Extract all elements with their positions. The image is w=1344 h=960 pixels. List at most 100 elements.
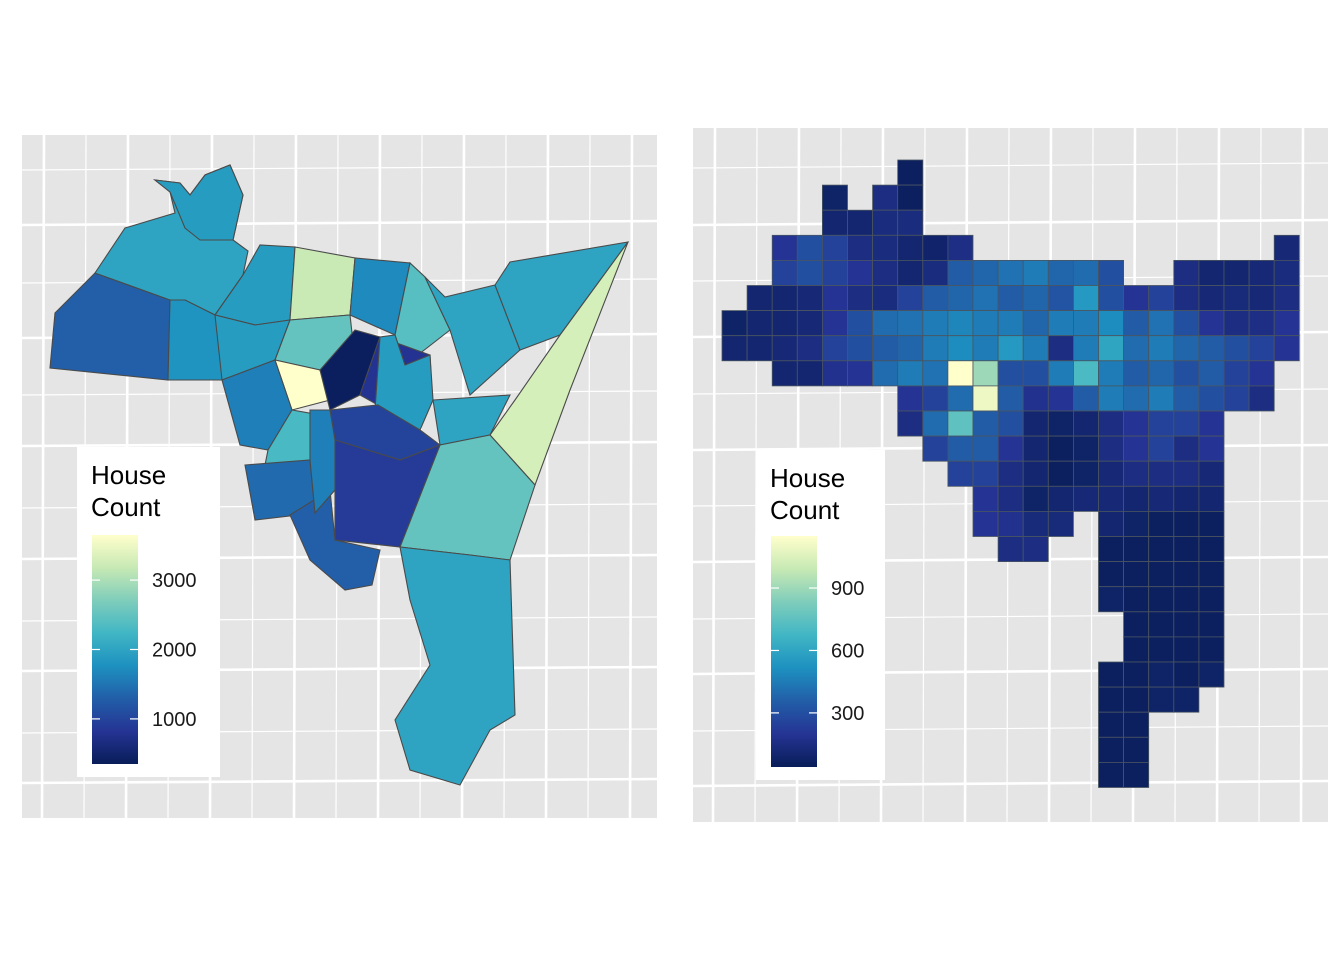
- grid-cell: [922, 234, 949, 261]
- grid-cell: [872, 184, 899, 211]
- grid-cell: [1123, 661, 1150, 688]
- grid-cell: [1248, 385, 1275, 412]
- grid-cell: [1148, 285, 1175, 312]
- grid-cell: [1022, 335, 1049, 362]
- grid-cell: [1198, 611, 1225, 638]
- grid-cell: [1148, 686, 1175, 713]
- grid-cell: [821, 285, 848, 312]
- grid-cell: [847, 234, 874, 261]
- grid-cell: [972, 259, 999, 286]
- grid-cell: [1148, 485, 1175, 512]
- grid-cell: [1098, 510, 1125, 537]
- grid-cell: [1123, 762, 1150, 788]
- grid-cell: [997, 460, 1024, 487]
- grid-cell: [796, 310, 823, 337]
- grid-cell: [1047, 435, 1074, 462]
- grid-cell: [997, 385, 1024, 412]
- grid-cell: [1198, 460, 1225, 487]
- grid-cell: [1148, 661, 1175, 688]
- grid-cell: [922, 435, 949, 462]
- grid-cell: [1173, 686, 1200, 713]
- tick-label: 900: [831, 578, 864, 600]
- legend-colorbar: 1000 2000 3000: [92, 535, 197, 764]
- grid-cell: [1072, 310, 1099, 337]
- grid-cell: [1173, 561, 1200, 588]
- grid-cell: [1148, 536, 1175, 563]
- grid-cell: [1198, 536, 1225, 563]
- grid-cell: [1072, 410, 1099, 437]
- grid-cell: [997, 310, 1024, 337]
- grid-cell: [1173, 259, 1200, 286]
- grid-cell: [1198, 661, 1225, 688]
- grid-cell: [1173, 460, 1200, 487]
- grid-cell: [821, 360, 848, 387]
- grid-cell: [1198, 561, 1225, 588]
- grid-cell: [1198, 510, 1225, 537]
- grid-cell: [1047, 360, 1074, 387]
- legend-title: House Count: [91, 460, 167, 522]
- grid-cell: [821, 335, 848, 362]
- grid-cell: [1098, 686, 1125, 713]
- tick-label: 3000: [152, 570, 197, 592]
- grid-cell: [1148, 435, 1175, 462]
- grid-cell: [1123, 736, 1150, 763]
- grid-cell: [897, 285, 924, 312]
- grid-cell: [972, 285, 999, 312]
- grid-cell: [1248, 285, 1275, 312]
- grid-cell: [1223, 310, 1250, 337]
- grid-cell: [1098, 762, 1125, 788]
- grid-cell: [922, 335, 949, 362]
- grid-cell: [796, 335, 823, 362]
- grid-cell: [1098, 435, 1125, 462]
- grid-cell: [1072, 285, 1099, 312]
- grid-cell: [1098, 661, 1125, 688]
- grid-cell: [1173, 360, 1200, 387]
- grid-cell: [1223, 385, 1250, 412]
- grid-cell: [821, 234, 848, 261]
- grid-cell: [1098, 536, 1125, 563]
- grid-cell: [947, 385, 974, 412]
- grid-cell: [922, 360, 949, 387]
- grid-cell: [1047, 310, 1074, 337]
- grid-cell: [972, 385, 999, 412]
- grid-cell: [897, 184, 924, 211]
- grid-cell: [1098, 460, 1125, 487]
- grid-cell: [1123, 686, 1150, 713]
- grid-cell: [1248, 335, 1275, 362]
- grid-cell: [721, 310, 748, 337]
- grid-cell: [1148, 360, 1175, 387]
- grid-cell: [771, 360, 798, 387]
- grid-cell: [796, 234, 823, 261]
- grid-cell: [847, 209, 874, 236]
- grid-cell: [947, 285, 974, 312]
- grid-cell: [1123, 636, 1150, 663]
- grid-cell: [1198, 335, 1225, 362]
- grid-cell: [1123, 360, 1150, 387]
- grid-cell: [972, 310, 999, 337]
- grid-cell: [947, 310, 974, 337]
- grid-cell: [1198, 385, 1225, 412]
- grid-cell: [1198, 586, 1225, 613]
- grid-cell: [1223, 335, 1250, 362]
- grid-cell: [1022, 285, 1049, 312]
- grid-cell: [947, 460, 974, 487]
- grid-cell: [972, 510, 999, 537]
- grid-cell: [1173, 335, 1200, 362]
- grid-cell: [1123, 586, 1150, 613]
- grid-cell: [1198, 259, 1225, 286]
- grid-cell: [922, 285, 949, 312]
- grid-cell: [1098, 385, 1125, 412]
- grid-cell: [721, 335, 748, 362]
- region-south-long: [394, 546, 516, 786]
- grid-cell: [947, 234, 974, 261]
- choropleth-map-panel: House Count 1000 2000 3000: [22, 135, 657, 818]
- grid-cells: [721, 159, 1300, 788]
- grid-cell: [1022, 259, 1049, 286]
- tick-label: 300: [831, 703, 864, 725]
- grid-cell: [1173, 636, 1200, 663]
- grid-cell: [1098, 561, 1125, 588]
- grid-cell: [922, 410, 949, 437]
- grid-cell: [1173, 435, 1200, 462]
- legend-title: House Count: [770, 463, 846, 525]
- grid-cell: [821, 310, 848, 337]
